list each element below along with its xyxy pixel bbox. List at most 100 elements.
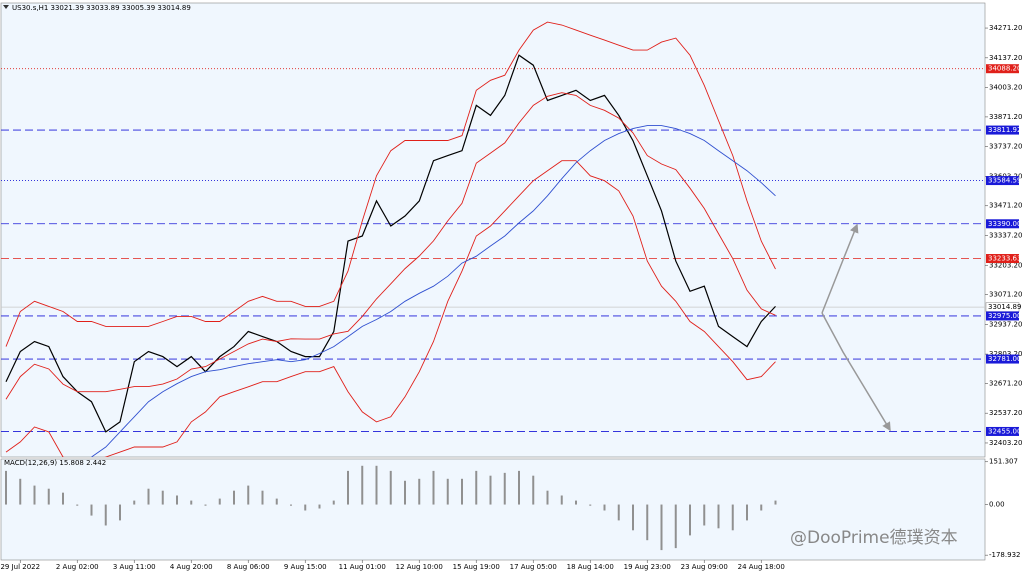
macd-bar xyxy=(418,478,421,505)
macd-bar xyxy=(617,504,620,521)
level-tag xyxy=(986,311,1019,321)
x-tick-label: 18 Aug 14:00 xyxy=(567,563,614,571)
x-tick-label: 3 Aug 11:00 xyxy=(113,563,156,571)
macd-bar xyxy=(76,504,79,506)
macd-bar xyxy=(361,465,364,505)
macd-bar xyxy=(290,504,292,506)
plot-area xyxy=(1,21,985,457)
level-tag xyxy=(986,354,1019,364)
macd-bar xyxy=(233,490,235,505)
y-tick-label: 33471.20 xyxy=(989,202,1022,210)
price-line xyxy=(5,160,776,457)
macd-bar xyxy=(119,504,121,521)
x-tick-label: 4 Aug 20:00 xyxy=(170,563,213,571)
level-tag xyxy=(986,426,1019,436)
macd-bar xyxy=(560,495,563,505)
y-tick-label: 33871.20 xyxy=(989,113,1022,121)
macd-bar xyxy=(703,504,706,526)
x-tick-label: 17 Aug 05:00 xyxy=(510,563,557,571)
x-tick-label: 9 Aug 15:00 xyxy=(284,563,327,571)
macd-bar xyxy=(176,495,178,505)
menu-icon xyxy=(3,5,9,9)
price-line xyxy=(5,54,776,433)
x-tick-label: 8 Aug 06:00 xyxy=(227,563,270,571)
y-tick-label: 0.00 xyxy=(989,501,1005,509)
macd-bar xyxy=(446,478,449,505)
macd-bar xyxy=(161,490,164,505)
macd-bar xyxy=(632,504,634,531)
y-tick-label: 32537.20 xyxy=(989,409,1022,417)
macd-bar xyxy=(375,465,378,505)
level-tag xyxy=(986,125,1019,135)
y-tick-label: 151.307 xyxy=(989,458,1018,466)
level-tag xyxy=(986,254,1019,264)
macd-bar xyxy=(532,475,535,505)
level-label: 32781.00 xyxy=(988,355,1021,363)
macd-bar xyxy=(5,470,7,505)
watermark: @DooPrime德璞资本 xyxy=(790,528,958,548)
x-tick-label: 19 Aug 23:00 xyxy=(624,563,671,571)
macd-bar xyxy=(518,470,520,505)
macd-bar xyxy=(247,485,250,505)
macd-bar xyxy=(318,504,321,509)
macd-bar xyxy=(62,492,64,505)
macd-bar xyxy=(432,470,435,505)
macd-bar xyxy=(104,504,107,526)
x-tick-label: 2 Aug 02:00 xyxy=(56,563,99,571)
macd-bar xyxy=(133,500,136,505)
macd-panel xyxy=(0,458,986,561)
y-tick-label: 33203.20 xyxy=(989,261,1022,269)
macd-bar xyxy=(47,488,50,505)
macd-bar xyxy=(347,470,349,505)
macd-bar xyxy=(218,498,221,505)
y-tick-label: 34271.20 xyxy=(989,24,1022,32)
macd-bar xyxy=(646,504,649,541)
x-tick-label: 12 Aug 10:00 xyxy=(396,563,443,571)
y-tick-label: 33737.20 xyxy=(989,143,1022,151)
y-tick-label: 34137.20 xyxy=(989,54,1022,62)
y-tick-label: 32671.20 xyxy=(989,379,1022,387)
macd-bar xyxy=(489,475,492,505)
y-tick-label: 34003.20 xyxy=(989,84,1022,92)
macd-bar xyxy=(190,500,193,505)
y-tick-label: 33071.20 xyxy=(989,291,1022,299)
projection-arrows xyxy=(821,223,891,432)
macd-bar xyxy=(475,470,478,505)
macd-bar xyxy=(33,485,36,505)
macd-bar xyxy=(503,472,506,505)
macd-bar xyxy=(689,504,691,536)
macd-bar xyxy=(404,480,406,505)
level-tag xyxy=(986,219,1019,229)
level-label: 34088.20 xyxy=(988,65,1021,73)
macd-bar xyxy=(589,504,592,506)
x-tick-label: 15 Aug 19:00 xyxy=(453,563,500,571)
x-tick-label: 23 Aug 09:00 xyxy=(681,563,728,571)
macd-bar xyxy=(90,504,93,516)
chart-title: US30.s,H1 33021.39 33033.89 33005.39 330… xyxy=(12,4,191,12)
macd-bar xyxy=(147,488,150,505)
level-label: 32975.00 xyxy=(988,312,1021,320)
price-line xyxy=(91,125,776,457)
x-tick-label: 24 Aug 18:00 xyxy=(738,563,785,571)
macd-bar xyxy=(760,504,763,511)
price-line xyxy=(5,21,776,347)
macd-bar xyxy=(461,478,463,505)
macd-bar xyxy=(660,504,663,551)
macd-bar xyxy=(261,490,264,505)
macd-bar xyxy=(275,498,278,505)
macd-bar xyxy=(204,504,207,506)
macd-bar xyxy=(746,504,748,521)
macd-bar xyxy=(674,504,677,549)
x-tick-label: 11 Aug 01:00 xyxy=(339,563,386,571)
level-tag xyxy=(986,176,1019,186)
macd-title: MACD(12,26,9) 15.808 2.442 xyxy=(4,459,106,467)
y-tick-label: 32403.20 xyxy=(989,439,1022,447)
macd-bar xyxy=(731,504,734,531)
level-label: 33233.63 xyxy=(988,255,1021,263)
macd-bar xyxy=(389,470,392,505)
y-tick-label: 32803.20 xyxy=(989,350,1022,358)
macd-bar xyxy=(332,500,335,505)
macd-bar xyxy=(19,478,22,505)
macd-bar xyxy=(717,504,720,529)
